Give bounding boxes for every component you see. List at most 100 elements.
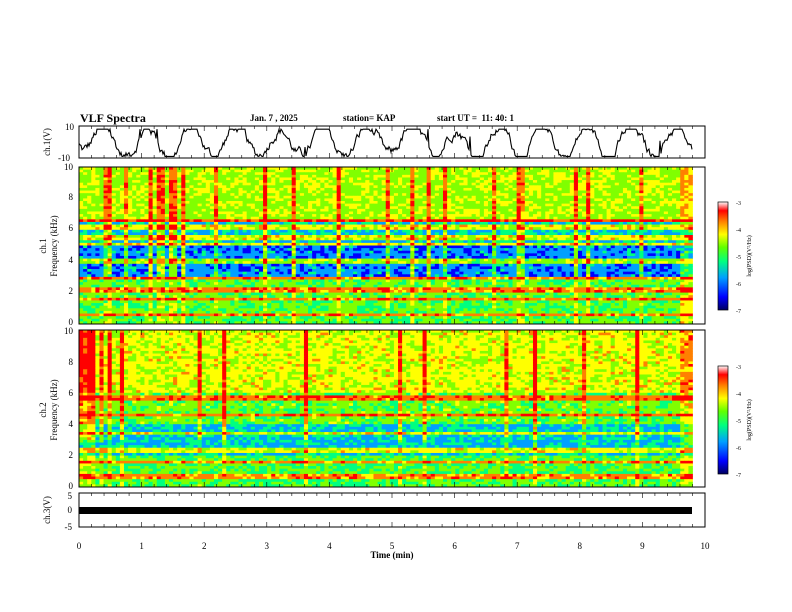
spectrogram-cell xyxy=(455,169,460,173)
spectrogram-cell xyxy=(627,219,632,223)
spectrogram-cell xyxy=(393,229,399,233)
spectrogram-cell xyxy=(316,177,321,181)
spectrogram-cell xyxy=(230,208,235,212)
spectrogram-cell xyxy=(267,211,272,215)
spectrogram-cell xyxy=(479,235,485,239)
spectrogram-cell xyxy=(659,237,665,241)
spectrogram-cell xyxy=(504,195,509,199)
spectrogram-cell xyxy=(365,201,370,205)
spectrogram-cell xyxy=(369,201,374,205)
spectrogram-cell xyxy=(279,206,284,210)
spectrogram-cell xyxy=(95,250,100,254)
spectrogram-cell xyxy=(209,182,215,186)
spectrogram-cell xyxy=(463,248,468,252)
spectrogram-cell xyxy=(549,185,554,189)
spectrogram-cell xyxy=(635,237,640,241)
spectrogram-cell xyxy=(524,250,530,254)
spectrogram-cell xyxy=(557,235,562,239)
spectrogram-cell xyxy=(344,193,350,197)
spectrogram-cell xyxy=(537,169,542,173)
spectrogram-cell xyxy=(189,214,194,218)
spectrogram-cell xyxy=(283,245,288,249)
spectrogram-cell xyxy=(553,190,558,194)
spectrogram-cell xyxy=(295,242,301,246)
spectrogram-cell xyxy=(561,232,567,236)
spectrogram-cell xyxy=(79,227,84,231)
spectrogram-cell xyxy=(569,174,575,178)
spectrogram-cell xyxy=(667,242,673,246)
spectrogram-cell xyxy=(676,201,681,205)
spectrogram-cell xyxy=(504,180,509,184)
spectrogram-cell xyxy=(496,172,501,176)
spectrogram-cell xyxy=(173,214,178,218)
spectrogram-cell xyxy=(451,172,456,176)
spectrogram-cell xyxy=(369,206,374,210)
spectrogram-cell xyxy=(103,216,109,220)
spectrogram-cell xyxy=(639,242,644,246)
spectrogram-cell xyxy=(119,248,125,252)
spectrogram-cell xyxy=(173,187,178,191)
spectrogram-cell xyxy=(189,208,194,212)
spectrogram-cell xyxy=(528,224,534,228)
spectrogram-cell xyxy=(643,193,648,197)
spectrogram-cell xyxy=(283,250,288,254)
spectrogram-cell xyxy=(614,248,620,252)
spectrogram-cell xyxy=(586,214,591,218)
spectrogram-cell xyxy=(406,250,411,254)
spectrogram-cell xyxy=(475,245,481,249)
spectrogram-cell xyxy=(111,201,117,205)
spectrogram-cell xyxy=(128,187,133,191)
spectrogram-cell xyxy=(655,235,661,239)
spectrogram-cell xyxy=(684,174,689,178)
spectrogram-cell xyxy=(213,242,219,246)
spectrogram-cell xyxy=(119,195,125,199)
spectrogram-cell xyxy=(549,206,554,210)
spectrogram-cell xyxy=(193,206,199,210)
spectrogram-cell xyxy=(557,174,562,178)
spectrogram-cell xyxy=(128,214,133,218)
spectrogram-cell xyxy=(83,177,88,181)
spectrogram-cell xyxy=(504,206,509,210)
spectrogram-cell xyxy=(144,167,149,171)
spectrogram-cell xyxy=(271,180,276,184)
spectrogram-cell xyxy=(541,250,546,254)
spectrogram-cell xyxy=(156,195,162,199)
spectrogram-cell xyxy=(291,201,297,205)
spectrogram-cell xyxy=(103,229,109,233)
spectrogram-cell xyxy=(152,206,158,210)
spectrogram-cell xyxy=(250,201,256,205)
spectrogram-cell xyxy=(308,245,313,249)
spectrogram-cell xyxy=(618,169,624,173)
spectrogram-cell xyxy=(107,193,113,197)
spectrogram-cell xyxy=(492,208,497,212)
spectrogram-cell xyxy=(406,201,411,205)
spectrogram-cell xyxy=(156,237,162,241)
spectrogram-cell xyxy=(177,240,182,244)
spectrogram-cell xyxy=(483,193,489,197)
spectrogram-cell xyxy=(389,182,395,186)
spectrogram-cell xyxy=(213,227,219,231)
spectrogram-cell xyxy=(123,211,129,215)
spectrogram-cell xyxy=(152,221,158,225)
spectrogram-cell xyxy=(594,248,599,252)
spectrogram-cell xyxy=(594,229,599,233)
spectrogram-cell xyxy=(475,180,481,184)
spectrogram-cell xyxy=(520,214,526,218)
spectrogram-cell xyxy=(659,216,665,220)
spectrogram-cell xyxy=(320,190,325,194)
spectrogram-cell xyxy=(606,227,612,231)
spectrogram-cell xyxy=(549,167,554,171)
spectrogram-cell xyxy=(283,193,288,197)
spectrogram-cell xyxy=(218,206,223,210)
spectrogram-cell xyxy=(205,219,211,223)
spectrogram-cell xyxy=(99,203,104,207)
spectrogram-cell xyxy=(119,253,125,257)
spectrogram-cell xyxy=(430,235,436,239)
spectrogram-cell xyxy=(577,219,583,223)
spectrogram-cell xyxy=(242,221,248,225)
spectrogram-cell xyxy=(565,198,571,202)
spectrogram-cell xyxy=(283,172,288,176)
spectrogram-cell xyxy=(516,242,522,246)
spectrogram-cell xyxy=(152,167,158,171)
spectrogram-cell xyxy=(103,172,109,176)
